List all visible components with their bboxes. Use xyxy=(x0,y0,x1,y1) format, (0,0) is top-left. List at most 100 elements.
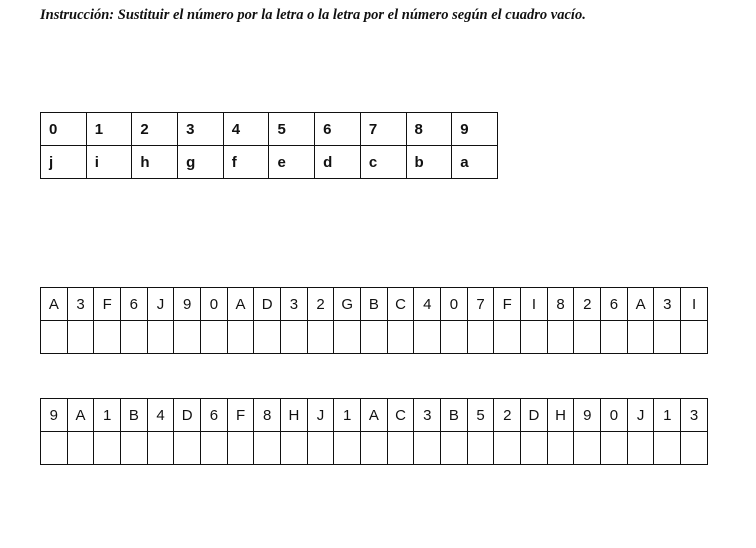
answer-cell[interactable] xyxy=(573,320,602,354)
answer-cell[interactable] xyxy=(546,320,575,354)
answer-cell[interactable] xyxy=(280,431,308,465)
answer-cell[interactable] xyxy=(173,320,202,354)
key-letter-cell: b xyxy=(405,145,453,179)
answer-cell[interactable] xyxy=(626,431,655,465)
answer-cell[interactable] xyxy=(333,320,362,354)
key-letter-cell: d xyxy=(314,145,361,179)
answer-cell[interactable] xyxy=(653,320,682,354)
sequence-cell: G xyxy=(333,287,362,321)
answer-cell[interactable] xyxy=(306,320,335,354)
answer-cell[interactable] xyxy=(413,431,442,465)
sequence-cell: 3 xyxy=(413,398,442,432)
answer-cell[interactable] xyxy=(440,431,468,465)
key-letter-cell: j xyxy=(40,145,87,179)
answer-cell[interactable] xyxy=(680,320,708,354)
sequence-cell: A xyxy=(40,287,68,321)
answer-cell[interactable] xyxy=(333,431,362,465)
answer-cell[interactable] xyxy=(466,320,495,354)
key-letter-cell: a xyxy=(451,145,498,179)
sequence-cell: 9 xyxy=(573,398,602,432)
key-number-cell: 2 xyxy=(131,112,179,146)
sequence-cell: 5 xyxy=(466,398,495,432)
answer-cell[interactable] xyxy=(93,431,122,465)
answer-cell[interactable] xyxy=(600,320,628,354)
answer-cell[interactable] xyxy=(40,320,68,354)
key-number-cell: 9 xyxy=(451,112,498,146)
answer-cell[interactable] xyxy=(626,320,655,354)
sequence-cell: 9 xyxy=(173,287,202,321)
answer-cell[interactable] xyxy=(413,320,442,354)
answer-cell[interactable] xyxy=(226,431,255,465)
sequence-cell: 4 xyxy=(146,398,175,432)
answer-cell[interactable] xyxy=(40,431,68,465)
sequence-cell: 0 xyxy=(200,287,228,321)
sequence-cell: 6 xyxy=(200,398,228,432)
answer-cell[interactable] xyxy=(146,431,175,465)
answer-cell[interactable] xyxy=(306,431,335,465)
key-number-cell: 8 xyxy=(405,112,453,146)
answer-cell[interactable] xyxy=(120,431,148,465)
answer-row xyxy=(40,320,708,354)
sequence-cell: 1 xyxy=(93,398,122,432)
answer-cell[interactable] xyxy=(546,431,575,465)
sequence-cell: 3 xyxy=(280,287,308,321)
key-letter-cell: f xyxy=(222,145,270,179)
sequence-cell: A xyxy=(626,287,655,321)
answer-cell[interactable] xyxy=(226,320,255,354)
sequence-cell: 0 xyxy=(600,398,628,432)
answer-cell[interactable] xyxy=(440,320,468,354)
sequence-cell: F xyxy=(226,398,255,432)
sequence-cell: 4 xyxy=(413,287,442,321)
key-number-cell: 7 xyxy=(359,112,407,146)
sequence-cell: F xyxy=(493,287,522,321)
answer-cell[interactable] xyxy=(653,431,682,465)
answer-cell[interactable] xyxy=(360,320,388,354)
answer-row xyxy=(40,431,708,465)
answer-cell[interactable] xyxy=(386,320,415,354)
sequence-cell: 2 xyxy=(573,287,602,321)
answer-cell[interactable] xyxy=(93,320,122,354)
key-letter-cell: g xyxy=(177,145,224,179)
answer-cell[interactable] xyxy=(520,431,548,465)
sequence-cell: 3 xyxy=(653,287,682,321)
sequence-cell: 1 xyxy=(653,398,682,432)
key-number-cell: 0 xyxy=(40,112,87,146)
sequence-cell: I xyxy=(520,287,548,321)
instruction-text: Instrucción: Sustituir el número por la … xyxy=(40,7,586,23)
answer-cell[interactable] xyxy=(600,431,628,465)
answer-cell[interactable] xyxy=(280,320,308,354)
answer-cell[interactable] xyxy=(493,320,522,354)
sequence-cell: B xyxy=(120,398,148,432)
sequence-cell: J xyxy=(306,398,335,432)
sequence-cell: A xyxy=(66,398,95,432)
answer-cell[interactable] xyxy=(200,320,228,354)
sequence-cell: J xyxy=(146,287,175,321)
answer-cell[interactable] xyxy=(680,431,708,465)
answer-cell[interactable] xyxy=(200,431,228,465)
answer-cell[interactable] xyxy=(253,431,282,465)
answer-cell[interactable] xyxy=(573,431,602,465)
sequence-cell: D xyxy=(253,287,282,321)
answer-cell[interactable] xyxy=(386,431,415,465)
answer-cell[interactable] xyxy=(466,431,495,465)
key-number-cell: 5 xyxy=(268,112,316,146)
sequence-cell: 7 xyxy=(466,287,495,321)
answer-cell[interactable] xyxy=(120,320,148,354)
answer-cell[interactable] xyxy=(173,431,202,465)
sequence-cell: 3 xyxy=(680,398,708,432)
answer-cell[interactable] xyxy=(66,431,95,465)
key-letter-cell: i xyxy=(85,145,133,179)
key-number-cell: 3 xyxy=(177,112,224,146)
answer-cell[interactable] xyxy=(146,320,175,354)
sequence-cell: C xyxy=(386,287,415,321)
answer-cell[interactable] xyxy=(360,431,388,465)
answer-cell[interactable] xyxy=(520,320,548,354)
key-letter-cell: h xyxy=(131,145,179,179)
answer-cell[interactable] xyxy=(66,320,95,354)
answer-cell[interactable] xyxy=(253,320,282,354)
answer-cell[interactable] xyxy=(493,431,522,465)
